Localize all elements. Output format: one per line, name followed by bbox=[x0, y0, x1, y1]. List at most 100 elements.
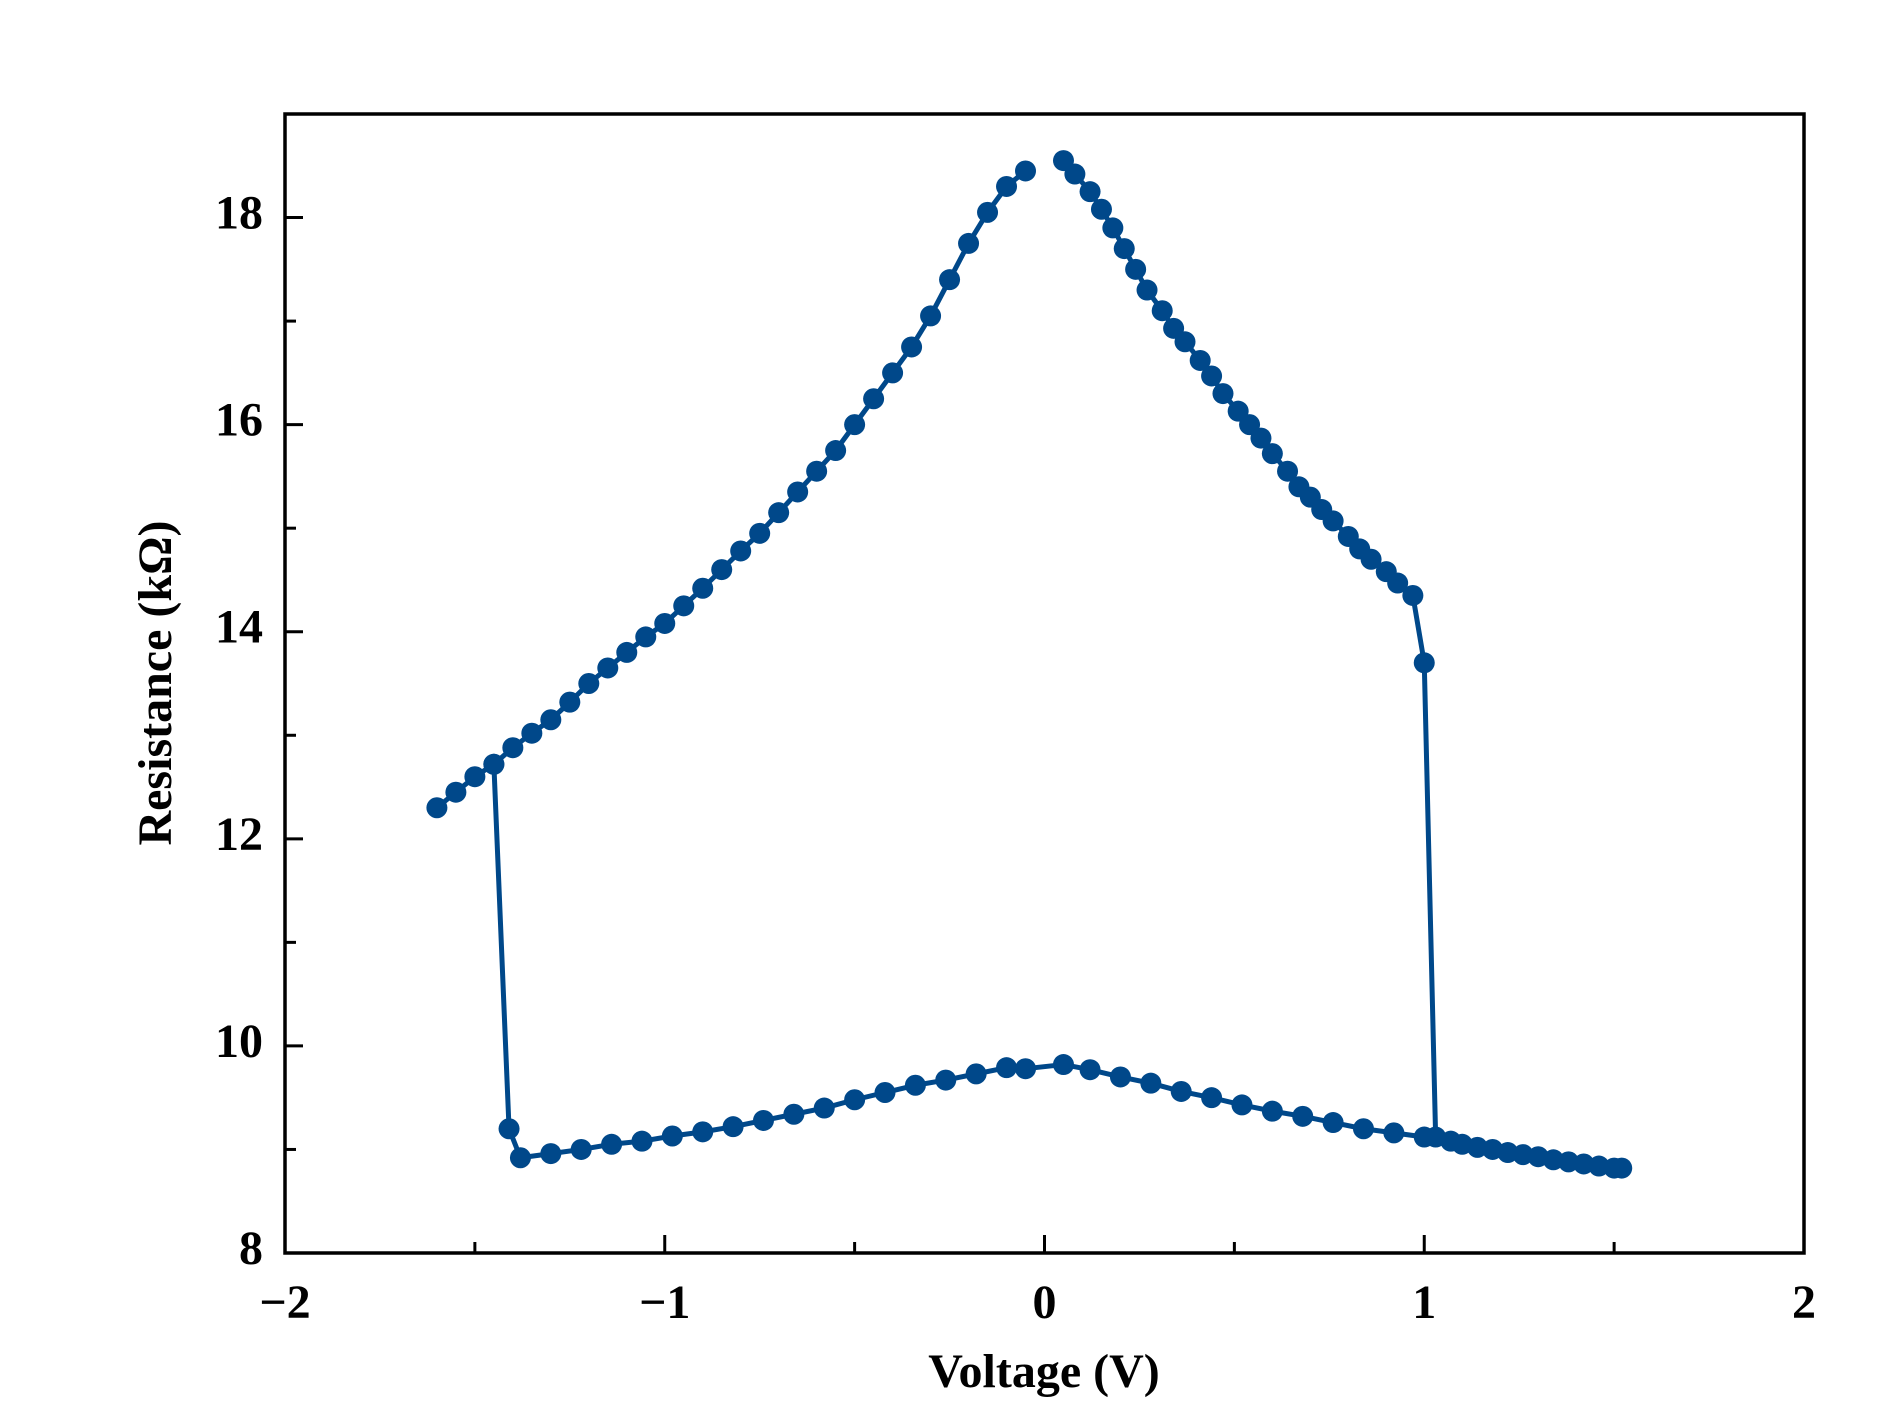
data-point bbox=[1015, 1058, 1037, 1080]
data-point bbox=[1383, 1122, 1405, 1144]
data-point bbox=[673, 595, 695, 617]
x-tick-label: 2 bbox=[1792, 1276, 1816, 1329]
x-axis-label: Voltage (V) bbox=[928, 1345, 1160, 1398]
data-point bbox=[1109, 1066, 1131, 1088]
data-point bbox=[445, 781, 467, 803]
data-point bbox=[464, 766, 486, 788]
data-point bbox=[965, 1063, 987, 1085]
data-point bbox=[813, 1097, 835, 1119]
data-point bbox=[1064, 163, 1086, 185]
data-point bbox=[722, 1116, 744, 1138]
data-point bbox=[1402, 584, 1424, 606]
data-point bbox=[730, 540, 752, 562]
data-point bbox=[540, 1143, 562, 1165]
data-point bbox=[1136, 279, 1158, 301]
data-point bbox=[1201, 365, 1223, 387]
data-point bbox=[1015, 160, 1037, 182]
data-point bbox=[502, 737, 524, 759]
data-point bbox=[1052, 1054, 1074, 1076]
data-point bbox=[559, 691, 581, 713]
data-point bbox=[1261, 443, 1283, 465]
data-point bbox=[752, 1109, 774, 1131]
data-point bbox=[1079, 1059, 1101, 1081]
data-point bbox=[570, 1138, 592, 1160]
data-point bbox=[863, 388, 885, 410]
data-point bbox=[426, 797, 448, 819]
data-point bbox=[483, 753, 505, 775]
data-point bbox=[1352, 1118, 1374, 1140]
data-point bbox=[540, 709, 562, 731]
y-axis-label: Resistance (kΩ) bbox=[129, 520, 182, 845]
data-point bbox=[1174, 331, 1196, 353]
data-point bbox=[882, 362, 904, 384]
y-tick-label: 14 bbox=[215, 601, 263, 654]
data-point bbox=[692, 1121, 714, 1143]
data-point bbox=[692, 577, 714, 599]
data-point bbox=[806, 460, 828, 482]
data-point bbox=[1387, 572, 1409, 594]
data-point bbox=[844, 1089, 866, 1111]
data-point bbox=[635, 626, 657, 648]
data-point bbox=[996, 175, 1018, 197]
data-point bbox=[1292, 1105, 1314, 1127]
data-point bbox=[1090, 198, 1112, 220]
data-point bbox=[1413, 1126, 1435, 1148]
y-tick-label: 16 bbox=[215, 394, 263, 447]
y-tick-label: 12 bbox=[215, 808, 263, 861]
data-point bbox=[1360, 548, 1382, 570]
x-tick-label: −1 bbox=[639, 1276, 690, 1329]
data-point bbox=[874, 1082, 896, 1104]
data-point bbox=[901, 336, 923, 358]
data-point bbox=[498, 1118, 520, 1140]
data-point bbox=[1261, 1100, 1283, 1122]
data-point bbox=[1125, 258, 1147, 280]
data-point bbox=[509, 1147, 531, 1169]
data-point bbox=[631, 1130, 653, 1152]
data-point bbox=[977, 201, 999, 223]
data-point bbox=[996, 1057, 1018, 1079]
data-point bbox=[1102, 217, 1124, 239]
data-point bbox=[1113, 238, 1135, 260]
data-point bbox=[783, 1103, 805, 1125]
x-tick-label: 1 bbox=[1412, 1276, 1436, 1329]
data-point bbox=[661, 1125, 683, 1147]
data-point bbox=[601, 1133, 623, 1155]
data-point bbox=[1151, 300, 1173, 322]
data-point bbox=[787, 481, 809, 503]
data-point bbox=[654, 612, 676, 634]
plot-frame bbox=[283, 112, 1806, 1255]
y-tick-label: 10 bbox=[215, 1015, 263, 1068]
data-point bbox=[1170, 1080, 1192, 1102]
data-point bbox=[939, 269, 961, 291]
data-point bbox=[1079, 181, 1101, 203]
data-point bbox=[578, 673, 600, 694]
data-point bbox=[1231, 1094, 1253, 1116]
data-point bbox=[1413, 652, 1435, 674]
data-point bbox=[1140, 1072, 1162, 1094]
data-point bbox=[920, 305, 942, 327]
y-tick-label: 18 bbox=[215, 187, 263, 240]
data-point bbox=[749, 522, 771, 544]
data-point bbox=[521, 722, 543, 744]
data-point bbox=[711, 559, 733, 581]
data-point bbox=[1277, 460, 1299, 482]
data-point bbox=[1189, 349, 1211, 371]
data-point bbox=[768, 502, 790, 524]
y-tick-label: 8 bbox=[239, 1222, 263, 1275]
data-point bbox=[1212, 383, 1234, 405]
data-point bbox=[1201, 1087, 1223, 1109]
data-point bbox=[1322, 1112, 1344, 1134]
data-point bbox=[958, 232, 980, 254]
data-point bbox=[1611, 1157, 1633, 1179]
data-point bbox=[935, 1069, 957, 1091]
data-point bbox=[844, 414, 866, 436]
data-point bbox=[1250, 427, 1272, 449]
x-tick-label: 0 bbox=[1033, 1276, 1057, 1329]
x-tick-label: −2 bbox=[259, 1276, 310, 1329]
data-point bbox=[1322, 510, 1344, 532]
data-point bbox=[904, 1074, 926, 1096]
data-point bbox=[597, 657, 619, 679]
data-point bbox=[825, 440, 847, 462]
